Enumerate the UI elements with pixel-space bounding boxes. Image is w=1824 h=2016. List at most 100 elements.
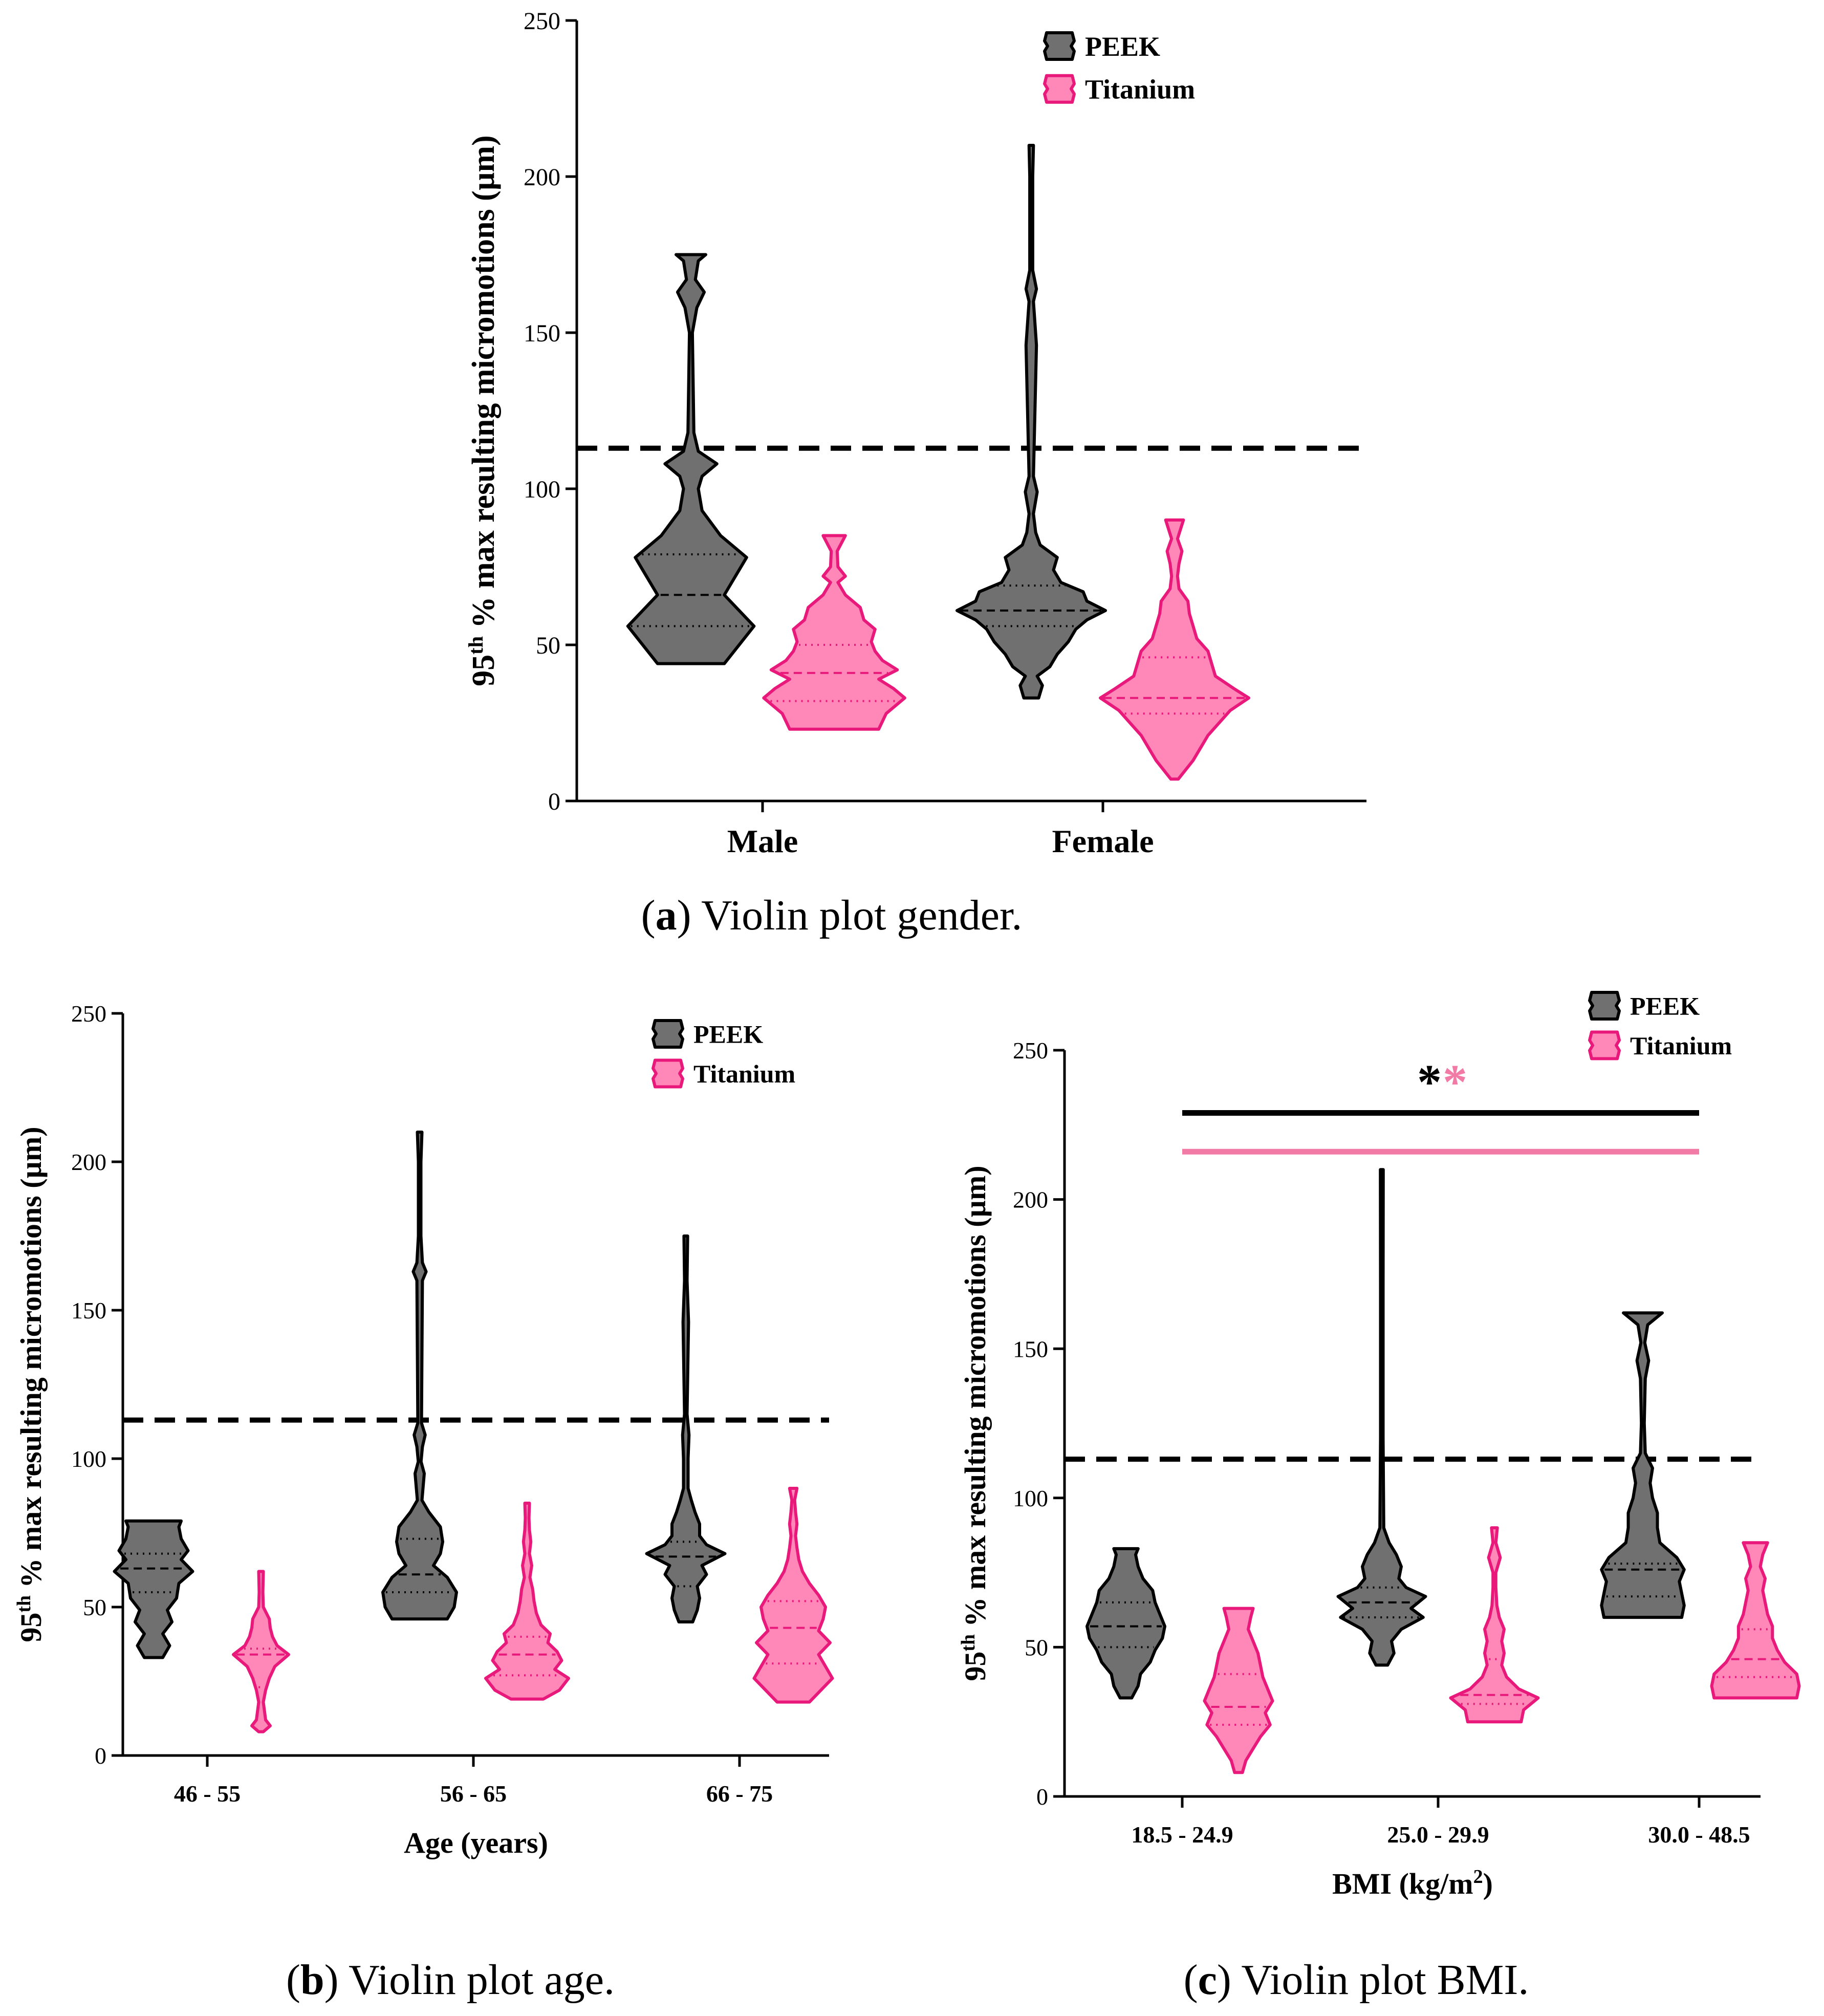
- caption-c-letter: c: [1198, 1956, 1217, 2004]
- caption-b: (b) Violin plot age.: [143, 1955, 757, 2005]
- y-axis-label-prefix: 95: [959, 1652, 992, 1681]
- legend-swatch-titanium: [1043, 74, 1076, 104]
- y-axis-label-prefix: 95: [14, 1613, 48, 1642]
- y-axis-label: 95th % max resulting micromotions (µm): [464, 135, 502, 686]
- x-axis-label: BMI (kg/m2): [1332, 1866, 1493, 1900]
- y-tick-label: 0: [95, 1743, 106, 1769]
- legend-label-peek: PEEK: [1085, 31, 1160, 62]
- legend-swatch-titanium: [1588, 1030, 1621, 1060]
- y-tick-label: 250: [1013, 1037, 1048, 1064]
- legend-swatch-titanium: [652, 1058, 684, 1089]
- violin-body: [113, 1519, 194, 1659]
- caption-a-close: ): [677, 892, 691, 939]
- violin-body: [956, 144, 1107, 700]
- violin-body: [762, 534, 906, 731]
- x-tick-label: 18.5 - 24.9: [1131, 1822, 1233, 1848]
- violin-body: [484, 1502, 570, 1701]
- y-tick-label: 0: [1036, 1784, 1048, 1810]
- y-axis-label-rest: % max resulting micromotions (µm): [14, 1126, 48, 1595]
- legend-swatch-peek: [652, 1019, 684, 1049]
- violin-body: [752, 1487, 834, 1704]
- x-tick-label: 46 - 55: [174, 1781, 241, 1807]
- violin-titanium-18.5-24.9: [1203, 1607, 1274, 1774]
- violin-peek-25.0-29.9: [1336, 1168, 1427, 1667]
- chart-b: 0 50 100 150 200 250 95th % max resulting micr…: [13, 1001, 834, 1859]
- y-tick-label: 50: [536, 632, 560, 659]
- caption-b-open: (: [286, 1956, 300, 2004]
- legend-label-titanium: Titanium: [693, 1059, 795, 1088]
- violin-body: [1449, 1526, 1540, 1724]
- violin-peek-Male: [626, 253, 756, 665]
- caption-c-open: (: [1183, 1956, 1198, 2004]
- legend-label-titanium: Titanium: [1085, 74, 1195, 105]
- x-tick-label: 25.0 - 29.9: [1387, 1822, 1489, 1848]
- violin-peek-46-55: [113, 1519, 194, 1659]
- violin-titanium-Female: [1099, 518, 1250, 781]
- x-axis-label-rest: ): [1483, 1867, 1493, 1900]
- caption-b-letter: b: [300, 1956, 324, 2004]
- caption-b-text: Violin plot age.: [338, 1956, 615, 2004]
- violin-peek-66-75: [645, 1234, 727, 1623]
- y-axis-label-sup: th: [958, 1634, 979, 1652]
- violin-body: [1099, 518, 1250, 781]
- legend-label-peek: PEEK: [1630, 992, 1700, 1021]
- x-tick-label: 66 - 75: [706, 1781, 773, 1807]
- caption-a-letter: a: [655, 892, 677, 939]
- violin-titanium-25.0-29.9: [1449, 1526, 1540, 1724]
- caption-c-close: ): [1217, 1956, 1231, 2004]
- caption-a-text: Violin plot gender.: [691, 892, 1023, 939]
- caption-c-text: Violin plot BMI.: [1231, 1956, 1529, 2004]
- violin-titanium-Male: [762, 534, 906, 731]
- y-tick-label: 250: [524, 8, 560, 35]
- x-tick-label: 56 - 65: [440, 1781, 507, 1807]
- significance-star-titanium: *: [1443, 1054, 1467, 1109]
- y-tick-label: 200: [524, 164, 560, 191]
- violin-body: [381, 1131, 458, 1621]
- chart-c: 0 50 100 150 200 250 95th % max resulting micr…: [958, 991, 1801, 1900]
- legend-label-titanium: Titanium: [1630, 1031, 1732, 1060]
- y-tick-label: 200: [71, 1149, 106, 1175]
- y-axis-label-sup: th: [13, 1595, 35, 1613]
- y-axis-label-rest: % max resulting micromotions (µm): [466, 135, 501, 636]
- y-axis-label-rest: % max resulting micromotions (µm): [959, 1165, 992, 1634]
- violin-body: [626, 253, 756, 665]
- caption-a-open: (: [641, 892, 656, 939]
- violin-peek-56-65: [381, 1131, 458, 1621]
- violin-peek-18.5-24.9: [1085, 1547, 1166, 1700]
- chart-a: 0 50 100 150 200 250 95th % max resulting micr…: [464, 8, 1366, 859]
- violin-peek-30.0-48.5: [1600, 1311, 1686, 1619]
- x-axis-label: Age (years): [404, 1826, 548, 1859]
- y-axis-label-sup: th: [464, 636, 487, 655]
- y-axis-label-prefix: 95: [466, 655, 501, 686]
- legend-swatch-peek: [1043, 31, 1076, 61]
- legend-swatch-peek: [1588, 991, 1621, 1021]
- violin-body: [645, 1234, 727, 1623]
- violin-titanium-46-55: [232, 1570, 290, 1733]
- y-tick-label: 100: [71, 1446, 106, 1472]
- y-tick-label: 50: [83, 1594, 106, 1620]
- violin-body: [1203, 1607, 1274, 1774]
- y-tick-label: 150: [524, 320, 560, 347]
- violin-body: [1336, 1168, 1427, 1667]
- violin-body: [1600, 1311, 1686, 1619]
- caption-b-close: ): [324, 1956, 339, 2004]
- legend-label-peek: PEEK: [693, 1020, 763, 1049]
- caption-a: (a) Violin plot gender.: [512, 891, 1152, 940]
- y-axis-label: 95th % max resulting micromotions (µm): [958, 1165, 992, 1681]
- y-axis-label: 95th % max resulting micromotions (µm): [13, 1126, 48, 1642]
- y-tick-label: 0: [548, 788, 560, 815]
- y-tick-label: 250: [71, 1001, 106, 1027]
- x-tick-label: Male: [727, 823, 798, 859]
- y-tick-label: 200: [1013, 1187, 1048, 1213]
- x-tick-label: 30.0 - 48.5: [1648, 1822, 1750, 1848]
- y-tick-label: 150: [1013, 1336, 1048, 1362]
- x-axis-label-sup: 2: [1473, 1866, 1483, 1888]
- caption-c: (c) Violin plot BMI.: [1049, 1955, 1663, 2005]
- y-tick-label: 150: [71, 1297, 106, 1324]
- y-tick-label: 50: [1025, 1635, 1048, 1661]
- y-tick-label: 100: [1013, 1485, 1048, 1511]
- violin-body: [1085, 1547, 1166, 1700]
- violin-body: [232, 1570, 290, 1733]
- x-tick-label: Female: [1052, 823, 1154, 859]
